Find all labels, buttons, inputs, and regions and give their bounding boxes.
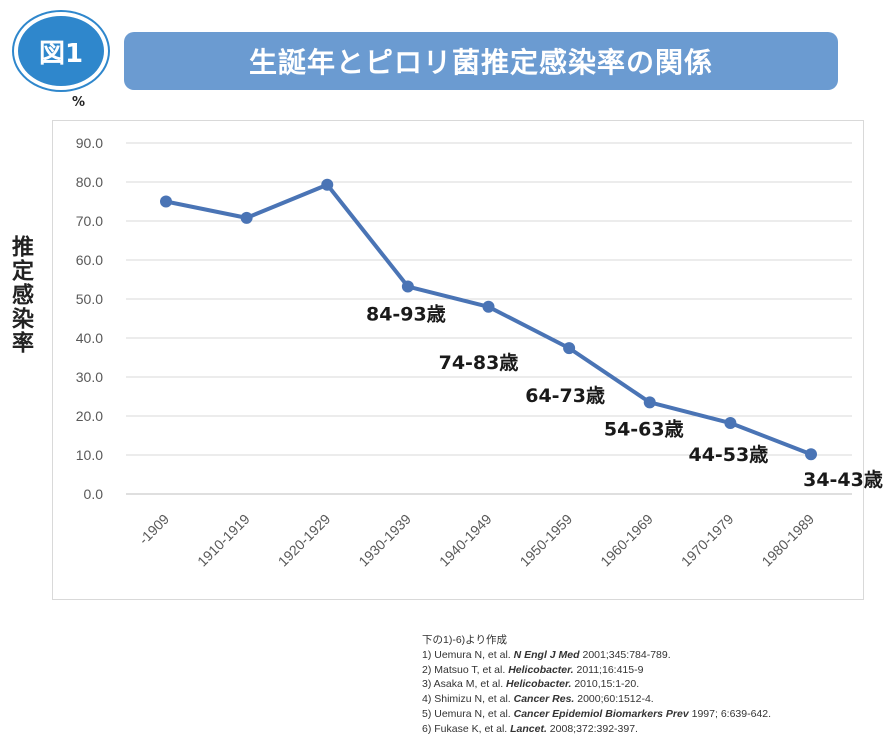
y-tick-label: 60.0 <box>76 252 103 268</box>
references: 下の1)-6)より作成 1) Uemura N, et al. N Engl J… <box>422 633 771 737</box>
y-axis-label: 推定感染率 <box>8 235 33 355</box>
reference-item: 4) Shimizu N, et al. Cancer Res. 2000;60… <box>422 693 654 706</box>
y-tick-label: 80.0 <box>76 174 103 190</box>
chart-frame <box>52 120 864 600</box>
data-point <box>643 396 656 409</box>
age-annotation: 34-43歳 <box>803 469 883 491</box>
line-chart: 0.0 10.0 20.0 30.0 40.0 50.0 60.0 70.0 80.0 90.0 -… <box>76 135 883 570</box>
data-point <box>401 280 414 293</box>
age-annotation: 44-53歳 <box>688 444 768 466</box>
y-tick-label: 0.0 <box>84 486 104 502</box>
data-point <box>724 417 737 430</box>
age-annotation: 74-83歳 <box>439 352 519 374</box>
reference-item: 2) Matsuo T, et al. Helicobacter. 2011;1… <box>422 663 644 676</box>
reference-item: 5) Uemura N, et al. Cancer Epidemiol Bio… <box>422 707 772 720</box>
x-tick-label: 1960-1969 <box>597 511 656 570</box>
y-tick-label: 30.0 <box>76 369 103 385</box>
data-point <box>321 178 334 191</box>
data-point <box>563 342 576 355</box>
y-tick-label: 10.0 <box>76 447 103 463</box>
chart-title: 生誕年とピロリ菌推定感染率の関係 <box>124 32 838 90</box>
data-point <box>482 300 495 313</box>
x-tick-label: 1910-1919 <box>194 511 253 570</box>
y-tick-label: 50.0 <box>76 291 103 307</box>
reference-item: 6) Fukase K, et al. Lancet. 2008;372:392… <box>422 722 638 735</box>
reference-item: 1) Uemura N, et al. N Engl J Med 2001;34… <box>422 648 671 661</box>
series-line <box>164 182 813 457</box>
references-header: 下の1)-6)より作成 <box>422 634 507 646</box>
y-tick-label: 40.0 <box>76 330 103 346</box>
y-tick-label: 70.0 <box>76 213 103 229</box>
x-tick-label: 1920-1929 <box>275 511 334 570</box>
age-annotation: 64-73歳 <box>525 385 605 407</box>
x-tick-label: 1980-1989 <box>758 511 817 570</box>
y-tick-label: 90.0 <box>76 135 103 151</box>
age-annotation: 54-63歳 <box>604 418 684 440</box>
data-point <box>805 448 817 461</box>
reference-item: 3) Asaka M, et al. Helicobacter. 2010,15… <box>422 678 640 691</box>
data-point <box>240 211 253 224</box>
x-tick-label: 1940-1949 <box>436 511 495 570</box>
figure-badge: 図1 <box>14 12 108 90</box>
y-tick-label: 20.0 <box>76 408 103 424</box>
age-annotation: 84-93歳 <box>366 304 446 326</box>
x-tick-label: 1970-1979 <box>678 511 737 570</box>
data-point <box>160 195 172 208</box>
y-unit-label: % <box>72 95 86 110</box>
x-tick-label: -1909 <box>135 511 172 548</box>
x-tick-label: 1930-1939 <box>355 511 414 570</box>
x-tick-label: 1950-1959 <box>517 511 576 570</box>
